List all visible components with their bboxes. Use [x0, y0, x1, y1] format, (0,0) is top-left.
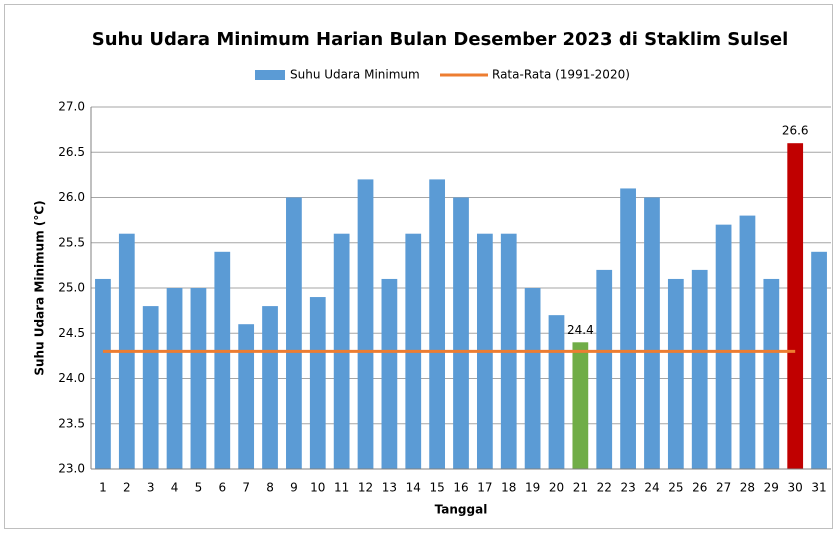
- legend-label: Suhu Udara Minimum: [290, 68, 420, 82]
- x-tick-label: 3: [147, 481, 155, 495]
- x-tick-label: 27: [716, 481, 731, 495]
- x-tick-label: 12: [358, 481, 373, 495]
- y-tick-label: 24.5: [58, 326, 85, 340]
- bar: [548, 315, 565, 469]
- bar: [429, 179, 446, 469]
- y-tick-label: 23.5: [58, 416, 85, 430]
- y-tick-label: 24.0: [58, 371, 85, 385]
- y-axis-title: Suhu Udara Minimum (°C): [33, 200, 47, 375]
- data-label: 24.4: [567, 323, 594, 337]
- x-tick-label: 25: [668, 481, 683, 495]
- x-tick-label: 20: [549, 481, 564, 495]
- x-tick-label: 2: [123, 481, 131, 495]
- x-tick-label: 10: [310, 481, 325, 495]
- y-tick-label: 25.0: [58, 281, 85, 295]
- x-tick-label: 14: [406, 481, 421, 495]
- y-tick-label: 26.0: [58, 190, 85, 204]
- x-tick-label: 30: [788, 481, 803, 495]
- bar: [381, 278, 398, 469]
- bar: [262, 306, 278, 469]
- x-tick-label: 17: [477, 481, 492, 495]
- bar: [667, 278, 684, 469]
- bar: [620, 188, 636, 469]
- bar: [357, 179, 374, 469]
- data-label: 26.6: [782, 124, 809, 138]
- bar: [787, 143, 804, 469]
- chart-title: Suhu Udara Minimum Harian Bulan Desember…: [92, 29, 789, 50]
- bar: [691, 269, 708, 469]
- y-tick-label: 26.5: [58, 145, 85, 159]
- bar: [166, 288, 183, 469]
- x-tick-label: 18: [501, 481, 516, 495]
- bar: [644, 197, 660, 469]
- x-tick-label: 15: [429, 481, 444, 495]
- bar: [715, 224, 732, 469]
- x-tick-label: 7: [242, 481, 250, 495]
- x-tick-label: 29: [764, 481, 779, 495]
- x-tick-label: 31: [811, 481, 826, 495]
- y-tick-label: 23.0: [58, 462, 85, 476]
- x-tick-label: 13: [382, 481, 397, 495]
- x-tick-label: 28: [740, 481, 755, 495]
- x-tick-label: 8: [266, 481, 274, 495]
- x-axis-title: Tanggal: [435, 503, 488, 517]
- x-tick-label: 22: [597, 481, 612, 495]
- bar: [596, 269, 613, 469]
- x-tick-label: 4: [171, 481, 179, 495]
- legend-swatch: [255, 70, 285, 80]
- bar: [763, 278, 780, 469]
- bar: [309, 297, 326, 469]
- legend-label: Rata-Rata (1991-2020): [492, 68, 630, 82]
- bar: [572, 342, 589, 469]
- x-tick-label: 19: [525, 481, 540, 495]
- bar: [524, 288, 541, 469]
- bar: [238, 324, 255, 469]
- bar: [739, 215, 756, 469]
- x-tick-label: 9: [290, 481, 298, 495]
- bar: [142, 306, 159, 469]
- x-tick-label: 26: [692, 481, 707, 495]
- x-tick-label: 6: [218, 481, 226, 495]
- bar: [453, 197, 469, 469]
- x-tick-label: 5: [195, 481, 203, 495]
- x-tick-label: 21: [573, 481, 588, 495]
- bar: [214, 251, 231, 469]
- bar: [190, 288, 207, 469]
- x-tick-label: 23: [620, 481, 635, 495]
- x-tick-label: 24: [644, 481, 659, 495]
- y-tick-label: 27.0: [58, 100, 85, 114]
- x-tick-label: 1: [99, 481, 107, 495]
- y-tick-label: 25.5: [58, 235, 85, 249]
- bar: [286, 197, 302, 469]
- bar: [811, 251, 827, 469]
- x-tick-label: 16: [453, 481, 468, 495]
- bar: [95, 278, 111, 469]
- x-tick-label: 11: [334, 481, 349, 495]
